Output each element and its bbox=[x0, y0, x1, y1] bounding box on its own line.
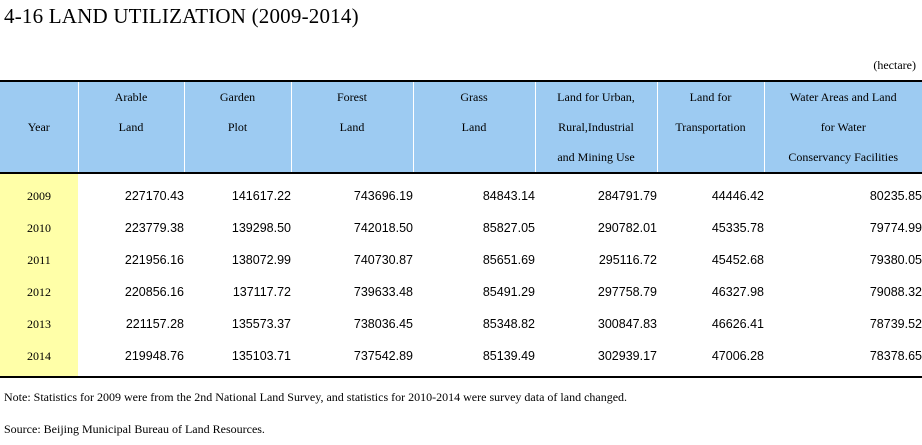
table-cell: 79088.32 bbox=[869, 285, 922, 299]
header-line: Year bbox=[27, 120, 50, 134]
table-cell: 295116.72 bbox=[598, 253, 657, 267]
table-cell: 297758.79 bbox=[597, 285, 657, 299]
land-utilization-table: Year Arable Land Garden Plot Forest Land… bbox=[0, 80, 922, 378]
table-cell: 138072.99 bbox=[231, 253, 291, 267]
year-cell: 2012 bbox=[0, 276, 78, 308]
table-cell: 135573.37 bbox=[231, 317, 291, 331]
header-line: Land bbox=[461, 120, 487, 134]
table-cell: 85827.05 bbox=[482, 221, 535, 235]
table-cell: 79380.05 bbox=[869, 253, 922, 267]
header-arable-land: Arable Land bbox=[77, 80, 184, 174]
header-grass-land: Grass Land bbox=[412, 80, 535, 174]
header-line: Arable bbox=[114, 90, 148, 104]
header-water-areas: Water Areas and Land for Water Conservan… bbox=[763, 80, 922, 174]
table-cell: 47006.28 bbox=[657, 340, 764, 378]
table-cell: 740730.87 bbox=[353, 253, 413, 267]
year-cell: 2009 bbox=[0, 173, 78, 212]
table-cell: 737542.89 bbox=[291, 340, 413, 378]
table-cell: 46327.98 bbox=[711, 285, 764, 299]
unit-label: (hectare) bbox=[873, 58, 916, 72]
table-cell: 221157.28 bbox=[125, 317, 184, 331]
table-cell: 85139.49 bbox=[413, 340, 535, 378]
table-cell: 221956.16 bbox=[124, 253, 184, 267]
table-cell: 284791.79 bbox=[597, 189, 657, 203]
header-line: for Water bbox=[820, 120, 866, 134]
header-year: Year bbox=[0, 80, 78, 174]
header-line: Land for bbox=[689, 90, 732, 104]
table-cell: 45452.68 bbox=[711, 253, 764, 267]
table-cell: 46626.41 bbox=[711, 317, 764, 331]
table-cell: 85491.29 bbox=[482, 285, 535, 299]
header-line: Conservancy Facilities bbox=[788, 150, 899, 164]
table-row: 2009 227170.43 141617.22 743696.19 84843… bbox=[0, 173, 922, 212]
table-cell: 135103.71 bbox=[184, 340, 291, 378]
table-cell: 227170.43 bbox=[124, 189, 184, 203]
table-cell: 84843.14 bbox=[482, 189, 535, 203]
table-cell: 137117.72 bbox=[232, 285, 291, 299]
table-cell: 141617.22 bbox=[231, 189, 291, 203]
table-cell: 85651.69 bbox=[482, 253, 535, 267]
header-line: Transportation bbox=[675, 120, 746, 134]
table-cell: 85348.82 bbox=[482, 317, 535, 331]
header-line: Land bbox=[118, 120, 144, 134]
header-line: Forest bbox=[337, 90, 367, 104]
header-line: Rural,Industrial bbox=[558, 120, 634, 134]
year-cell: 2011 bbox=[0, 244, 78, 276]
header-line: Water Areas and Land bbox=[789, 90, 897, 104]
year-cell: 2014 bbox=[0, 340, 78, 378]
table-cell: 220856.16 bbox=[124, 285, 184, 299]
table-cell: 738036.45 bbox=[353, 317, 413, 331]
header-transportation-land: Land for Transportation bbox=[656, 80, 764, 174]
table-cell: 290782.01 bbox=[597, 221, 657, 235]
table-cell: 219948.76 bbox=[78, 340, 184, 378]
table-cell: 78378.65 bbox=[764, 340, 922, 378]
table-cell: 79774.99 bbox=[869, 221, 922, 235]
source-note: Source: Beijing Municipal Bureau of Land… bbox=[4, 422, 265, 436]
header-garden-plot: Garden Plot bbox=[183, 80, 291, 174]
table-cell: 743696.19 bbox=[353, 189, 413, 203]
table-cell: 302939.17 bbox=[535, 340, 657, 378]
footnote: Note: Statistics for 2009 were from the … bbox=[4, 390, 628, 404]
year-cell: 2013 bbox=[0, 308, 78, 340]
header-forest-land: Forest Land bbox=[290, 80, 413, 174]
header-line: Plot bbox=[227, 120, 248, 134]
table-cell: 300847.83 bbox=[597, 317, 657, 331]
table-cell: 78739.52 bbox=[869, 317, 922, 331]
table-row: 2011 221956.16 138072.99 740730.87 85651… bbox=[0, 244, 922, 276]
header-line: Land for Urban, bbox=[557, 90, 635, 104]
table-cell: 739633.48 bbox=[353, 285, 413, 299]
page-title: 4-16 LAND UTILIZATION (2009-2014) bbox=[4, 4, 359, 28]
header-line: Land bbox=[339, 120, 365, 134]
header-line: Garden bbox=[219, 90, 256, 104]
header-urban-rural-land: Land for Urban, Rural,Industrial and Min… bbox=[534, 80, 657, 174]
table-cell: 80235.85 bbox=[869, 189, 922, 203]
year-cell: 2010 bbox=[0, 212, 78, 244]
table-row: 2014 219948.76 135103.71 737542.89 85139… bbox=[0, 340, 922, 378]
table-cell: 742018.50 bbox=[353, 221, 413, 235]
header-line: Grass bbox=[460, 90, 488, 104]
header-line: and Mining Use bbox=[557, 150, 635, 164]
table-cell: 139298.50 bbox=[231, 221, 291, 235]
table-cell: 45335.78 bbox=[711, 221, 764, 235]
table-row: 2012 220856.16 137117.72 739633.48 85491… bbox=[0, 276, 922, 308]
table-row: 2013 221157.28 135573.37 738036.45 85348… bbox=[0, 308, 922, 340]
table-cell: 44446.42 bbox=[711, 189, 764, 203]
header-row: Year Arable Land Garden Plot Forest Land… bbox=[0, 80, 922, 174]
table-row: 2010 223779.38 139298.50 742018.50 85827… bbox=[0, 212, 922, 244]
table-cell: 223779.38 bbox=[124, 221, 184, 235]
